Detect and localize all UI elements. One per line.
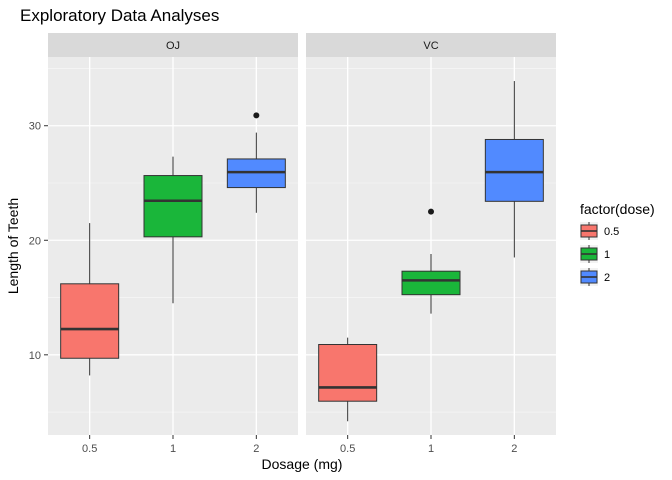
- legend-item-2: 2: [580, 268, 610, 286]
- legend-title: factor(dose): [580, 201, 655, 217]
- y-axis: 10 20 30: [29, 121, 48, 362]
- x-tick-label: 2: [511, 443, 517, 455]
- x-tick-label: 0.5: [82, 443, 97, 455]
- y-tick-label: 10: [29, 350, 41, 362]
- box-oj-1: [143, 156, 203, 304]
- box-oj-2: [226, 112, 286, 213]
- x-tick-label: 1: [170, 443, 176, 455]
- outlier-point: [253, 112, 260, 119]
- facet-strip: [48, 33, 298, 57]
- box-vc-2: [484, 81, 544, 258]
- y-tick-label: 30: [29, 121, 41, 133]
- legend: factor(dose) 0.5 1 2: [580, 201, 655, 286]
- facet-panel-vc: VC 0.5 1 2: [306, 33, 556, 455]
- box-body: [484, 138, 544, 202]
- facet-strip: [306, 33, 556, 57]
- legend-label: 2: [604, 272, 610, 284]
- x-tick-label: 2: [253, 443, 259, 455]
- box-vc-0.5: [318, 337, 378, 422]
- outlier-point: [428, 208, 434, 215]
- facet-strip-label: VC: [423, 40, 438, 52]
- box-body: [60, 283, 120, 359]
- legend-item-0.5: 0.5: [580, 222, 619, 240]
- y-tick-label: 20: [29, 235, 41, 247]
- box-body: [143, 175, 203, 238]
- chart-title: Exploratory Data Analyses: [20, 6, 219, 25]
- x-axis-title: Dosage (mg): [262, 456, 343, 472]
- legend-label: 0.5: [604, 226, 619, 238]
- x-tick-label: 1: [428, 443, 434, 455]
- legend-label: 1: [604, 249, 610, 261]
- box-body: [318, 344, 378, 402]
- legend-item-1: 1: [580, 245, 610, 263]
- y-axis-title: Length of Teeth: [5, 198, 21, 294]
- box-oj-0.5: [60, 223, 120, 376]
- facet-strip-label: OJ: [166, 40, 180, 52]
- box-vc-1: [401, 208, 461, 314]
- facet-panels: OJ 0.5 1 2 VC 0.5 1 2: [48, 33, 556, 455]
- box-body: [401, 270, 461, 296]
- facet-panel-oj: OJ 0.5 1 2: [48, 33, 298, 455]
- x-tick-label: 0.5: [340, 443, 355, 455]
